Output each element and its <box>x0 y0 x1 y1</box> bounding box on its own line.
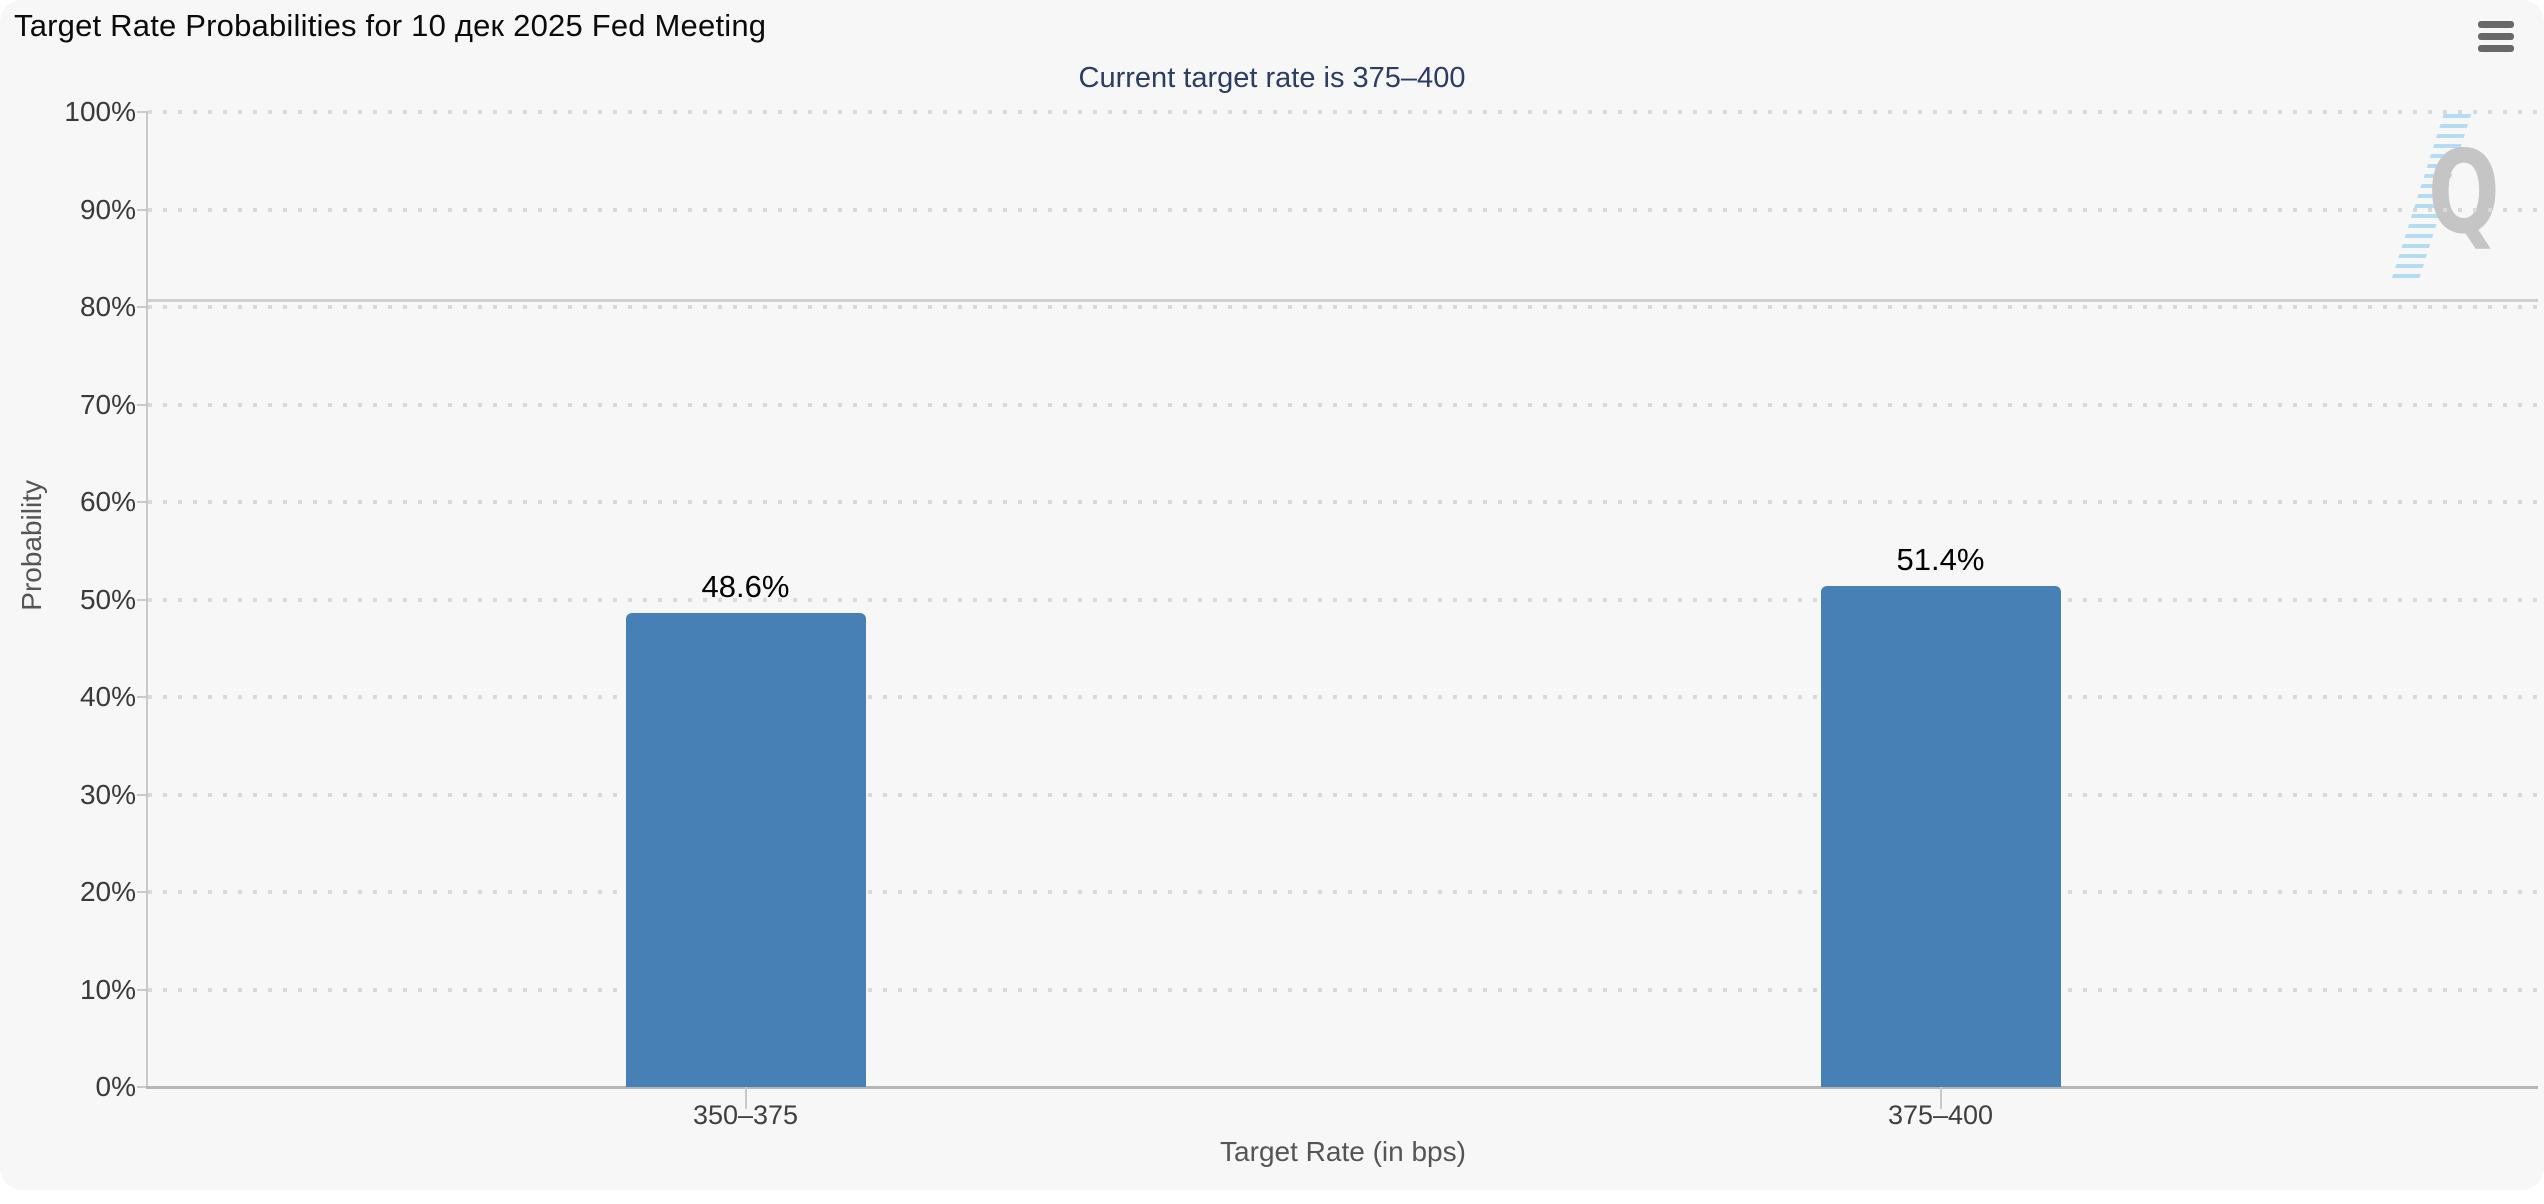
bar-value-label: 51.4% <box>1896 541 1985 577</box>
y-axis-tick-label: 30% <box>79 778 136 810</box>
y-axis-tick <box>137 891 148 893</box>
x-axis-tick-label: 350–375 <box>692 1100 799 1130</box>
y-gridline <box>148 207 2538 212</box>
watermark-quikstrike-logo: Q <box>2370 108 2540 288</box>
y-axis-tick <box>137 793 148 796</box>
chart-export-menu-button[interactable] <box>2474 14 2518 58</box>
watermark-q-icon: Q <box>2428 126 2500 259</box>
y-axis-tick <box>137 111 148 113</box>
y-axis-tick <box>137 306 148 308</box>
y-axis-tick <box>137 988 148 991</box>
y-axis-line <box>146 112 148 1087</box>
y-axis-tick-label: 70% <box>79 388 136 420</box>
y-gridline <box>148 305 2538 309</box>
bar-value-label: 48.6% <box>701 569 790 605</box>
x-axis-title: Target Rate (in bps) <box>1220 1136 1466 1167</box>
probability-bar[interactable] <box>1820 585 2061 1087</box>
y-gridline <box>148 987 2538 992</box>
y-axis-tick <box>137 501 148 503</box>
y-gridline <box>148 890 2538 894</box>
hamburger-menu-icon <box>2478 20 2514 28</box>
y-axis-tick <box>137 696 148 698</box>
chart-title: Target Rate Probabilities for 10 дек 202… <box>14 8 767 43</box>
x-axis-tick-label: 375–400 <box>1887 1100 1994 1130</box>
hamburger-menu-icon <box>2478 44 2514 52</box>
y-axis-tick <box>137 598 148 601</box>
hamburger-menu-icon <box>2478 32 2514 40</box>
probability-bar[interactable] <box>625 613 866 1087</box>
y-axis-tick-label: 60% <box>79 486 136 517</box>
y-axis-tick <box>137 208 148 211</box>
x-axis-tick <box>744 1087 747 1109</box>
y-gridline <box>148 695 2538 699</box>
y-axis-tick <box>137 1086 148 1088</box>
y-gridline <box>148 792 2538 797</box>
y-gridline <box>148 110 2538 114</box>
y-axis-tick-label: 40% <box>79 681 136 712</box>
x-axis-line <box>146 1086 2538 1089</box>
y-axis-tick <box>137 403 148 406</box>
y-axis-tick-label: 90% <box>79 193 136 225</box>
x-axis-tick <box>1939 1087 1942 1109</box>
y-axis-tick-label: 100% <box>64 96 136 127</box>
y-axis-tick-label: 0% <box>95 1071 136 1102</box>
y-axis-title: Probability <box>16 480 47 611</box>
y-axis-tick-label: 80% <box>79 291 136 322</box>
y-axis-tick-label: 20% <box>79 876 136 907</box>
y-gridline <box>148 402 2538 407</box>
y-gridline <box>148 500 2538 504</box>
y-axis-tick-label: 50% <box>79 583 136 615</box>
chart-subtitle: Current target rate is 375–400 <box>1078 62 1466 94</box>
y-axis-tick-label: 10% <box>79 973 136 1005</box>
y-gridline <box>148 597 2538 602</box>
reference-line <box>148 299 2538 303</box>
